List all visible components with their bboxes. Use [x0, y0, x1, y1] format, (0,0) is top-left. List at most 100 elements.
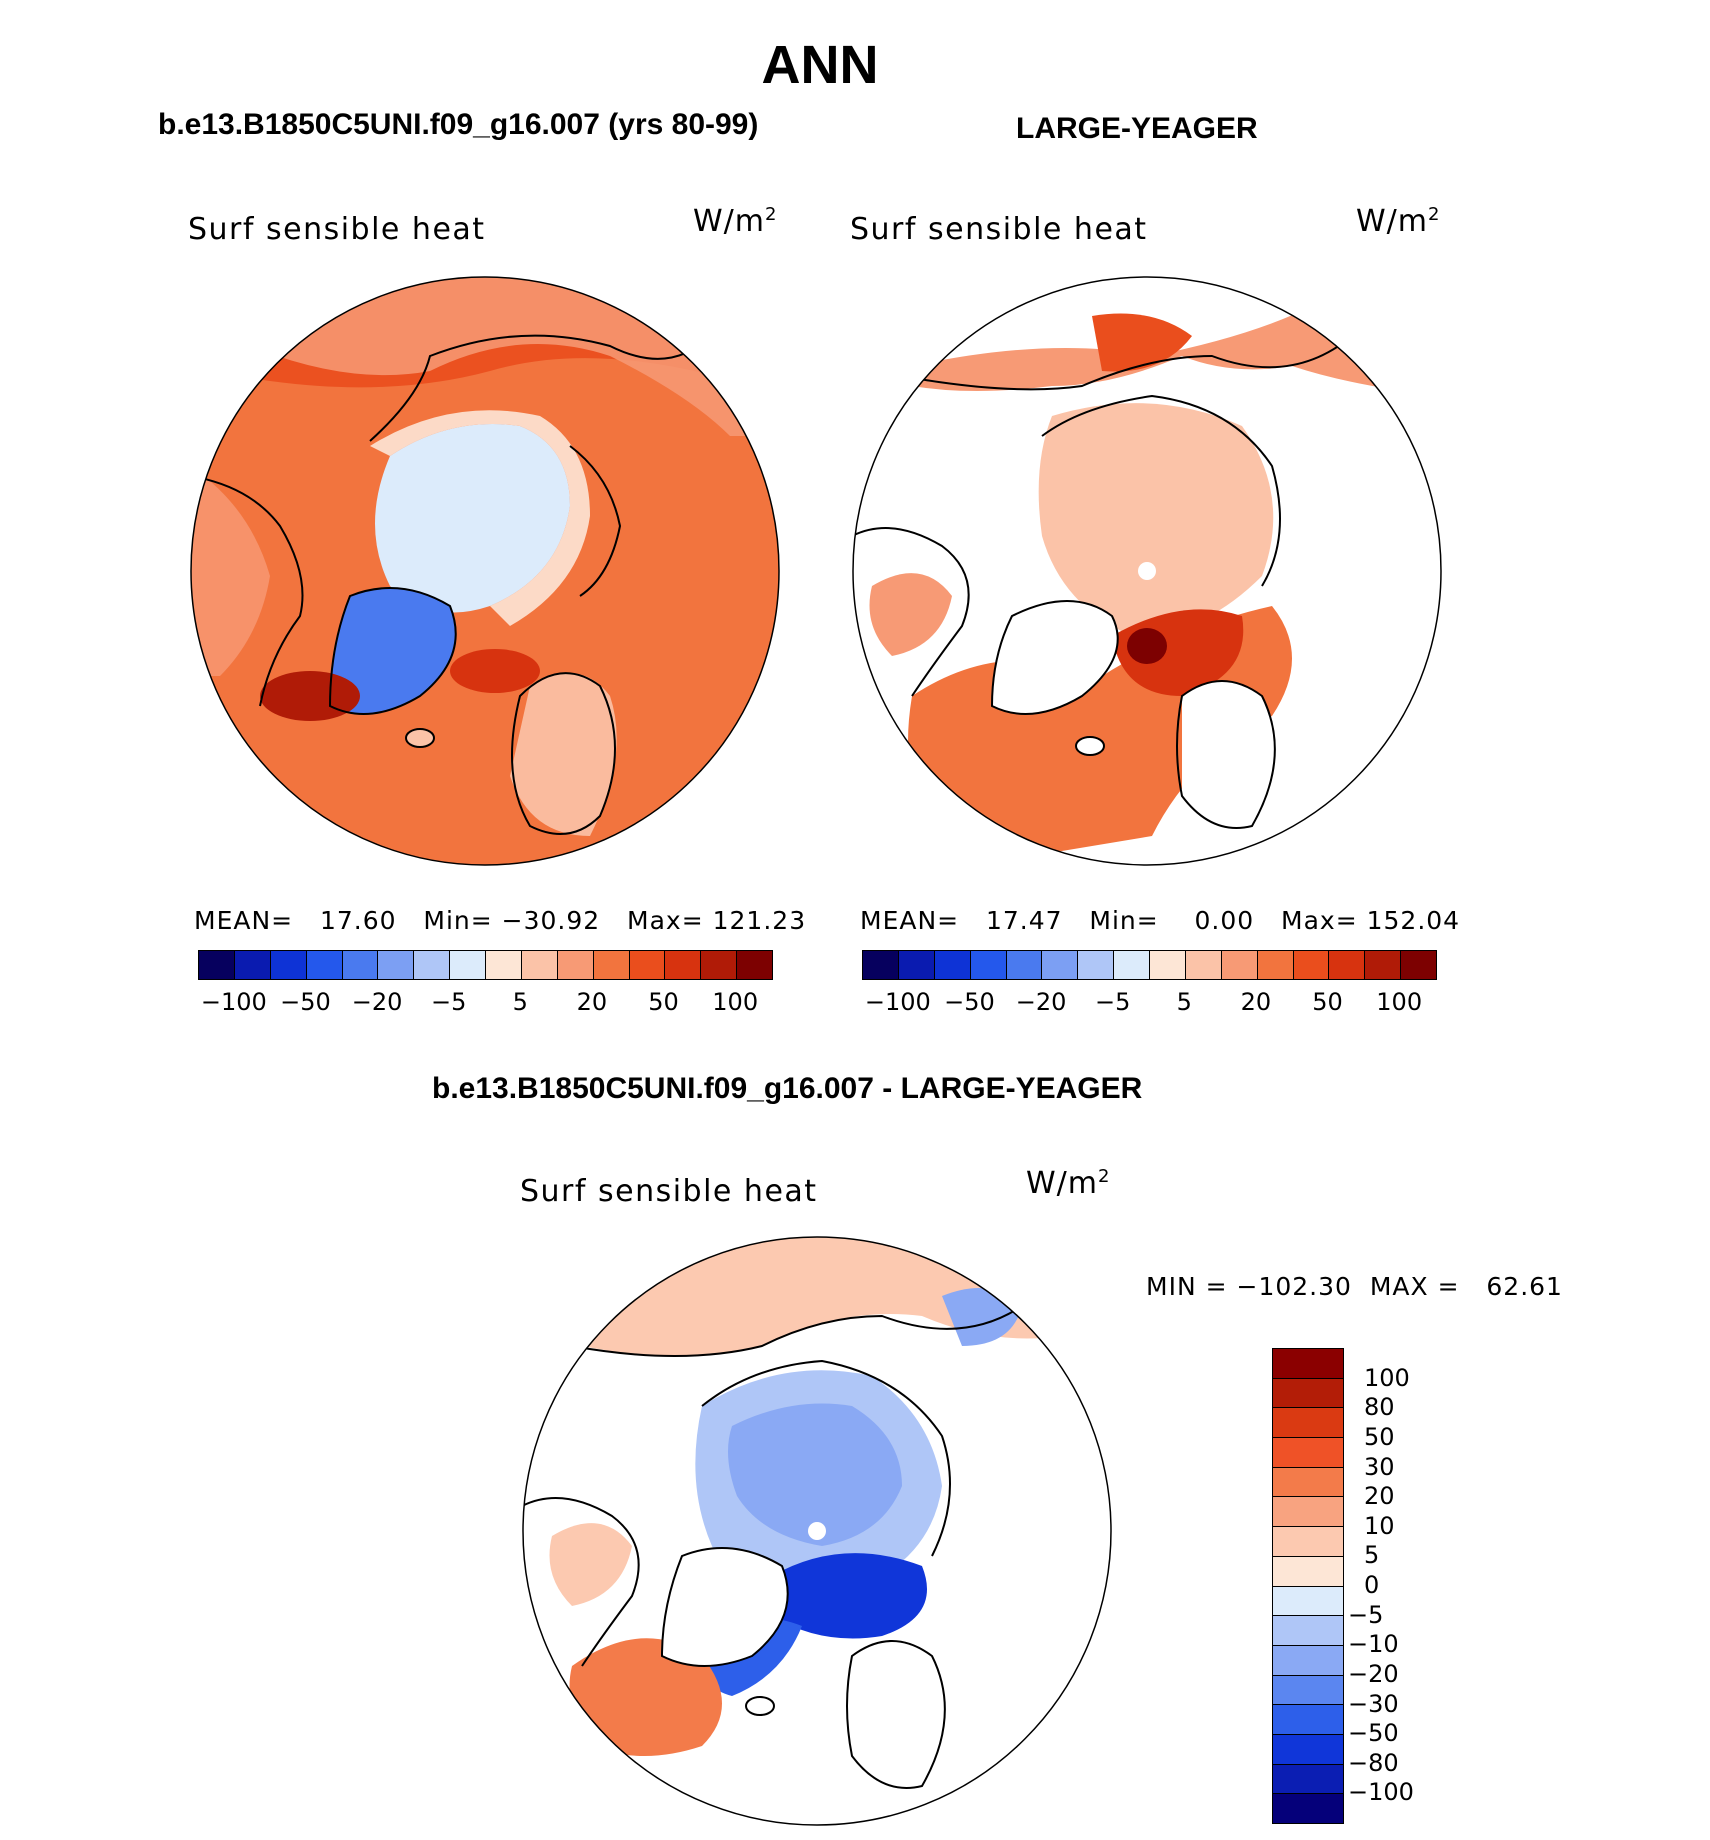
colorbar-tick-label: −80 [1348, 1748, 1399, 1777]
colorbar-tick-label: −100 [864, 988, 931, 1016]
panel2-field-label: Surf sensible heat [850, 212, 1148, 247]
panel1-coastline-scandinavia [511, 672, 616, 835]
panel3-hudson-warm [549, 1523, 632, 1606]
colorbar-swatch [665, 951, 702, 979]
panel3-field-label: Surf sensible heat [520, 1174, 818, 1209]
colorbar-swatch [1273, 1467, 1343, 1498]
panel1-mean-label: MEAN= [194, 906, 294, 935]
colorbar-tick-label: −30 [1348, 1689, 1399, 1718]
colorbar-swatch [593, 951, 630, 979]
panel2-map-border [852, 276, 1442, 866]
panel2-arctic-ocean [1038, 403, 1274, 636]
panel1-units: W/m2 [693, 204, 778, 239]
colorbar-swatch [1078, 951, 1115, 979]
panel3-coastline-greenland [660, 1547, 789, 1667]
colorbar-swatch [1273, 1675, 1343, 1706]
panel2-colorbar-ticks: −100 −50 −20 −5 5 20 50 100 [862, 988, 1435, 1020]
panel3-map-border [522, 1236, 1112, 1826]
colorbar-swatch [970, 951, 1007, 979]
panel2-stats: MEAN= 17.47 Min= 0.00 Max= 152.04 [860, 906, 1460, 935]
panel1-min-value: −30.92 [501, 906, 601, 935]
panel2-units: W/m2 [1356, 204, 1441, 239]
figure-title: ANN [761, 35, 879, 95]
colorbar-tick-label: 20 [1364, 1482, 1395, 1511]
colorbar-swatch [1006, 951, 1043, 979]
panel3-coastline-north-america [523, 1497, 640, 1667]
panel2-coastline-eurasia [901, 305, 1413, 391]
panel3-polar-map [522, 1236, 1112, 1826]
colorbar-swatch [898, 951, 935, 979]
colorbar-swatch [1150, 951, 1186, 979]
panel1-map-border [190, 276, 780, 866]
colorbar-swatch [1273, 1586, 1343, 1617]
panel3-scandinavia-mask [852, 1641, 945, 1788]
colorbar-swatch [199, 951, 235, 979]
colorbar-swatch [1273, 1734, 1343, 1765]
panel2-hot-core [1127, 628, 1167, 664]
panel2-scandinavia-mask [1182, 681, 1275, 828]
panel3-min-value: −102.30 [1236, 1272, 1352, 1301]
panel1-iceland [405, 728, 435, 748]
colorbar-swatch [486, 951, 522, 979]
panel1-mean-value: 17.60 [319, 906, 397, 935]
colorbar-swatch [378, 951, 415, 979]
panel1-stats: MEAN= 17.60 Min= −30.92 Max= 121.23 [194, 906, 806, 935]
panel2-coastline-arctic [1041, 394, 1281, 587]
panel2-min-value: 0.00 [1194, 906, 1255, 935]
colorbar-swatch [1114, 951, 1150, 979]
panel1-colorbar-ticks: −100 −50 −20 −5 5 20 50 100 [198, 988, 771, 1020]
colorbar-tick-label: 50 [648, 988, 679, 1016]
colorbar-tick-label: 80 [1364, 1393, 1395, 1422]
colorbar-swatch [1273, 1527, 1343, 1557]
colorbar-swatch [306, 951, 343, 979]
panel3-arctic-core [728, 1403, 902, 1546]
panel2-max-value: 152.04 [1366, 906, 1461, 935]
panel1-subtitle: b.e13.B1850C5UNI.f09_g16.007 (yrs 80-99) [158, 108, 759, 141]
panel2-coastline-scandinavia [1176, 680, 1276, 829]
colorbar-swatch [737, 951, 772, 979]
panel1-greenland [330, 588, 456, 714]
colorbar-swatch [414, 951, 451, 979]
panel3-colorbar [1272, 1348, 1344, 1824]
colorbar-tick-label: −5 [1094, 988, 1131, 1016]
colorbar-tick-label: −20 [351, 988, 403, 1016]
panel2-coastline-north-america [853, 527, 970, 697]
colorbar-swatch [701, 951, 738, 979]
colorbar-swatch [234, 951, 271, 979]
colorbar-swatch [1273, 1408, 1343, 1439]
colorbar-swatch [629, 951, 666, 979]
colorbar-tick-label: 5 [1176, 988, 1192, 1016]
panel2-mean-label: MEAN= [860, 906, 960, 935]
panel2-polar-map [852, 276, 1442, 866]
colorbar-swatch [1273, 1764, 1343, 1795]
panel3-colorbar-ticks: 100 80 50 30 20 10 5 0 −5 −10 −20 −30 −50 −80 −100 [1348, 1348, 1452, 1822]
panel3-stats: MIN = −102.30 MAX = 62.61 [1146, 1272, 1563, 1301]
colorbar-tick-label: −50 [280, 988, 331, 1016]
colorbar-tick-label: 100 [1364, 1363, 1410, 1392]
panel1-polar-map [190, 276, 780, 866]
panel1-max-value: 121.23 [712, 906, 807, 935]
colorbar-swatch [1273, 1794, 1343, 1823]
colorbar-tick-label: −5 [430, 988, 467, 1016]
colorbar-swatch [342, 951, 379, 979]
panel1-max-label: Max= [627, 906, 704, 935]
colorbar-tick-label: 100 [1376, 988, 1423, 1016]
colorbar-swatch [1329, 951, 1366, 979]
colorbar-tick-label: 100 [712, 988, 759, 1016]
panel2-min-label: Min= [1089, 906, 1159, 935]
panel3-max-value: 62.61 [1486, 1272, 1563, 1301]
panel3-coastline-arctic [701, 1359, 951, 1557]
panel3-iceland [745, 1696, 775, 1716]
colorbar-swatch [863, 951, 899, 979]
colorbar-swatch [1221, 951, 1258, 979]
panel1-colorbar [198, 950, 773, 980]
colorbar-swatch [1273, 1378, 1343, 1409]
colorbar-swatch [1273, 1616, 1343, 1646]
panel1-hot-spot-barents [450, 649, 540, 693]
colorbar-swatch [1257, 951, 1294, 979]
colorbar-swatch [557, 951, 594, 979]
colorbar-swatch [1042, 951, 1079, 979]
panel3-subtitle: b.e13.B1850C5UNI.f09_g16.007 - LARGE-YEA… [432, 1072, 1143, 1105]
colorbar-tick-label: −10 [1348, 1630, 1399, 1659]
panel3-greenland-mask [662, 1548, 788, 1666]
